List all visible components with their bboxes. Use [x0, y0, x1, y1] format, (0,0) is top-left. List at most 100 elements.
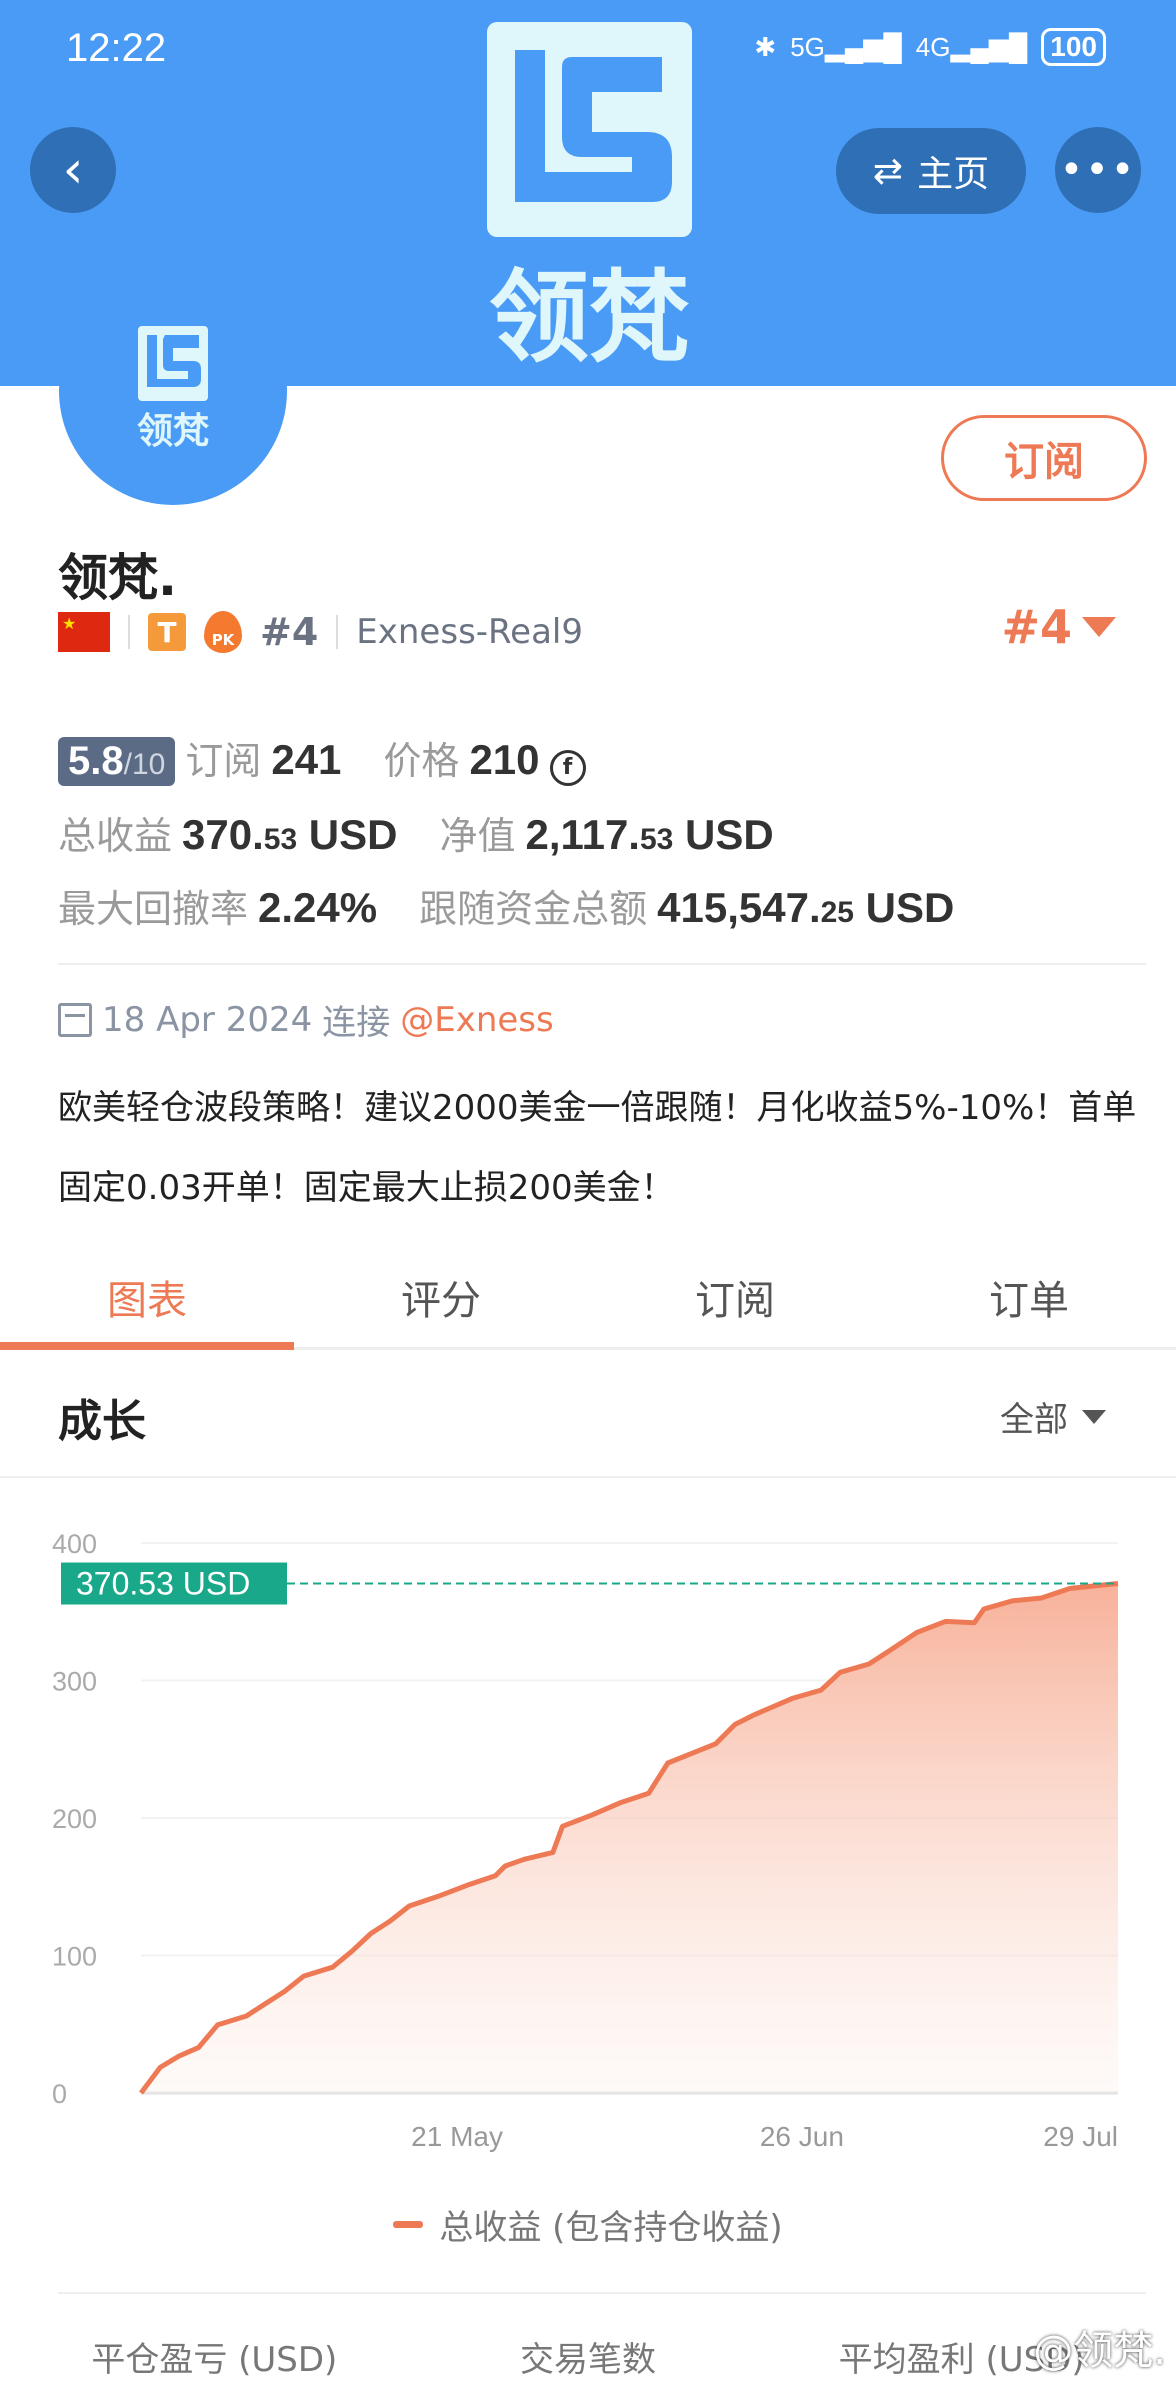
divider: [128, 615, 130, 649]
range-label: 全部: [1000, 1400, 1068, 1440]
back-button[interactable]: ‹: [30, 127, 116, 213]
signal-5g-label: 5G: [790, 31, 825, 62]
status-icons: ✱ 5G▂▄▆█ 4G▂▄▆█ 100: [754, 28, 1106, 66]
divider: [58, 2292, 1146, 2294]
battery-icon: 100: [1041, 28, 1106, 66]
legend-label: 总收益 (包含持仓收益): [439, 2208, 783, 2248]
score-value: 5.8: [68, 739, 124, 783]
broker-link[interactable]: @Exness: [400, 999, 554, 1040]
avatar[interactable]: 领梵: [59, 277, 287, 505]
follow-funds-dec: 25: [820, 896, 854, 929]
price-label: 价格: [383, 739, 460, 783]
home-button[interactable]: ⇄ 主页: [836, 128, 1026, 214]
y-tick-label: 400: [52, 1529, 97, 1559]
legend-line-icon: [393, 2221, 424, 2228]
stats-row-3: 最大回撤率 2.24% 跟随资金总额 415,547.25 USD: [58, 878, 954, 933]
trader-badges: ★ T PK #4 Exness-Real9: [58, 610, 583, 654]
current-value-badge: [61, 1562, 287, 1605]
equity-unit: USD: [673, 811, 774, 858]
server-name: Exness-Real9: [356, 612, 583, 652]
banner-logo: 领梵: [487, 22, 692, 367]
y-tick-label: 0: [52, 2079, 67, 2109]
strategy-description: 欧美轻仓波段策略！建议2000美金一倍跟随！月化收益5%-10%！首单固定0.0…: [58, 1088, 1137, 1208]
tab-rating[interactable]: 评分: [401, 1278, 481, 1324]
closed-pnl-label: 平仓盈亏 (USD): [91, 2340, 338, 2380]
max-drawdown-value: 2.24%: [258, 884, 378, 931]
total-profit-int: 370.: [182, 811, 264, 858]
avg-profit-label: 平均盈利 (USD): [838, 2340, 1085, 2380]
growth-chart[interactable]: 0 100 200 300 400 370.53 USD 21 May 26 Jun 29 …: [0, 1478, 1176, 2290]
y-tick-label: 300: [52, 1667, 97, 1697]
score-badge: 5.8/10: [58, 737, 176, 786]
y-tick-label: 100: [52, 1942, 97, 1972]
pk-flame-icon: PK: [204, 611, 242, 653]
current-value-label: 370.53 USD: [76, 1566, 250, 1602]
divider: [336, 615, 339, 649]
calendar-icon: [58, 1002, 92, 1037]
follow-funds-int: 415,547.: [657, 884, 821, 931]
price-value: 210: [469, 736, 540, 783]
avatar-logo: 领梵: [137, 326, 209, 452]
stats-row-1: 5.8/10 订阅 241 价格 210 f: [58, 730, 586, 786]
china-flag-icon: ★: [58, 612, 110, 652]
connection-info: 18 Apr 2024 连接 @Exness: [58, 995, 554, 1044]
equity-dec: 53: [639, 823, 674, 856]
home-label: 主页: [917, 154, 990, 195]
total-profit-label: 总收益: [58, 814, 173, 858]
series-line: [139, 1581, 1119, 2095]
rank-label: #4: [260, 610, 319, 654]
trades-count-label: 交易笔数: [519, 2340, 656, 2380]
total-profit-dec: 53: [263, 823, 298, 856]
x-tick-label: 29 Jul: [1043, 2121, 1118, 2152]
follow-funds-value: 415,547.25 USD: [657, 884, 954, 932]
subscribers-value: 241: [271, 736, 342, 783]
x-tick-label: 26 Jun: [760, 2121, 844, 2152]
score-max: /10: [123, 748, 166, 781]
signal-5g-icon: 5G▂▄▆█: [790, 31, 902, 62]
rank-dropdown-label: #4: [1001, 600, 1072, 654]
more-dots-icon: •••: [1059, 147, 1137, 193]
divider: [0, 1476, 1176, 1478]
max-drawdown-label: 最大回撤率: [58, 887, 249, 931]
total-profit-unit: USD: [297, 811, 398, 858]
more-button[interactable]: •••: [1055, 127, 1141, 213]
caret-down-icon: [1082, 617, 1116, 637]
subscribe-button[interactable]: 订阅: [941, 415, 1147, 501]
tab-orders[interactable]: 订单: [989, 1278, 1069, 1324]
equity-int: 2,117.: [525, 811, 640, 858]
signal-4g-label: 4G: [915, 31, 951, 62]
caret-down-icon: [1082, 1409, 1106, 1424]
stats-row-2: 总收益 370.53 USD 净值 2,117.53 USD: [58, 805, 774, 860]
tab-subscription[interactable]: 订阅: [695, 1278, 775, 1324]
bluetooth-icon: ✱: [754, 31, 777, 62]
status-time: 12:22: [66, 26, 167, 70]
chart-legend: 总收益 (包含持仓收益): [0, 2200, 1176, 2249]
range-dropdown[interactable]: 全部: [1000, 1392, 1106, 1441]
follow-funds-unit: USD: [854, 884, 955, 931]
y-tick-label: 200: [52, 1804, 97, 1834]
x-tick-label: 21 May: [411, 2121, 503, 2152]
connect-label: 连接: [322, 1003, 391, 1043]
banner-logo-text: 领梵: [489, 259, 689, 367]
avatar-text: 领梵: [137, 411, 209, 452]
swap-icon: ⇄: [872, 150, 904, 192]
connect-date: 18 Apr 2024: [102, 999, 313, 1040]
watermark: @领梵.: [1033, 2328, 1166, 2374]
area-fill: [141, 1583, 1118, 2093]
divider: [58, 963, 1146, 965]
bottom-stats-header: 平仓盈亏 (USD) 交易笔数 平均盈利 (USD): [0, 2332, 1176, 2381]
growth-title: 成长: [58, 1396, 146, 1447]
follow-funds-label: 跟随资金总额: [419, 887, 648, 931]
signal-4g-icon: 4G▂▄▆█: [915, 31, 1028, 62]
tab-bar: 图表 评分 订阅 订单: [0, 1250, 1176, 1350]
tab-chart[interactable]: 图表: [0, 1250, 294, 1350]
chevron-left-icon: ‹: [62, 140, 84, 200]
equity-value: 2,117.53 USD: [526, 811, 774, 859]
trader-name: 领梵.: [58, 549, 177, 607]
subscribers-label: 订阅: [185, 739, 262, 783]
t-badge-icon: T: [148, 613, 186, 651]
equity-label: 净值: [439, 814, 516, 858]
coin-icon: f: [549, 749, 586, 786]
total-profit-value: 370.53 USD: [182, 811, 397, 859]
rank-dropdown[interactable]: #4: [1001, 600, 1116, 654]
